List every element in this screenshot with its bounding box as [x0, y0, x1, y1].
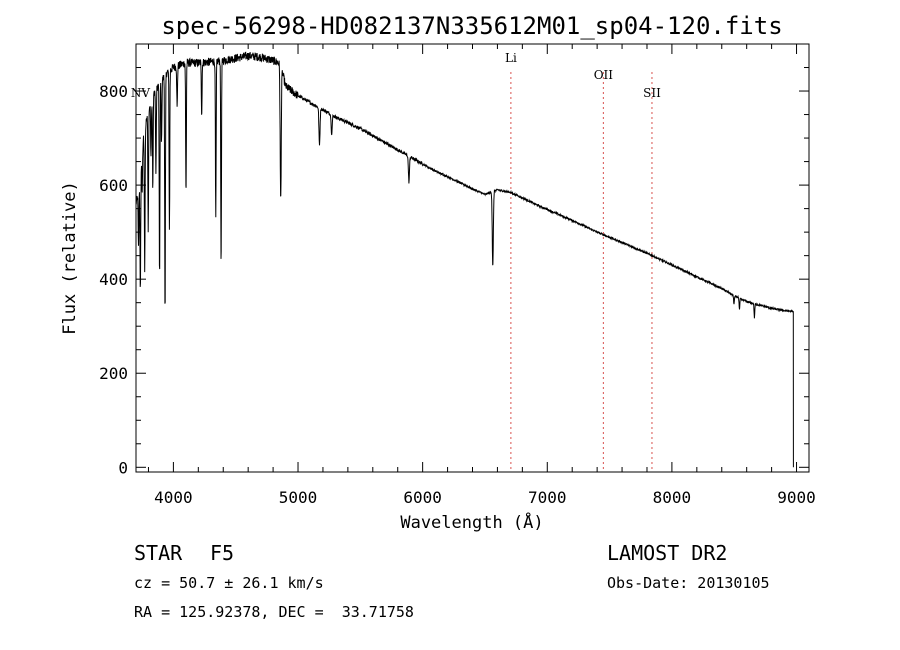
- cz-readout: cz = 50.7 ± 26.1 km/s: [134, 574, 324, 592]
- marker-label-sii: SII: [643, 86, 661, 100]
- y-axis-label: Flux (relative): [60, 181, 80, 335]
- axis-ticks: 4000 5000 6000 7000 8000 9000 0 200 400 600 800: [99, 44, 816, 507]
- class-label: STAR: [134, 541, 183, 565]
- emission-line-markers: NV Li OII SII: [131, 51, 661, 472]
- y-tick-label: 200: [99, 364, 128, 383]
- survey-label: LAMOST DR2: [607, 541, 728, 565]
- x-tick-label: 9000: [777, 488, 816, 507]
- x-tick-label: 4000: [154, 488, 193, 507]
- x-tick-label: 6000: [403, 488, 442, 507]
- spectrum-line: [135, 51, 794, 468]
- x-tick-label: 7000: [528, 488, 567, 507]
- obs-date-readout: Obs-Date: 20130105: [607, 574, 770, 592]
- y-tick-label: 0: [118, 458, 128, 477]
- marker-label-li: Li: [505, 51, 517, 65]
- subclass-label: F5: [210, 541, 235, 565]
- x-tick-label: 8000: [653, 488, 692, 507]
- y-tick-label: 600: [99, 176, 128, 195]
- marker-label-oii: OII: [594, 68, 614, 82]
- marker-label-nv: NV: [131, 86, 151, 100]
- chart-title: spec-56298-HD082137N335612M01_sp04-120.f…: [161, 12, 782, 40]
- plot-frame: [135, 43, 810, 473]
- y-tick-label: 800: [99, 82, 128, 101]
- coordinates-readout: RA = 125.92378, DEC = 33.71758: [134, 603, 414, 621]
- y-tick-label: 400: [99, 270, 128, 289]
- x-tick-label: 5000: [279, 488, 318, 507]
- x-axis-label: Wavelength (Å): [400, 511, 543, 533]
